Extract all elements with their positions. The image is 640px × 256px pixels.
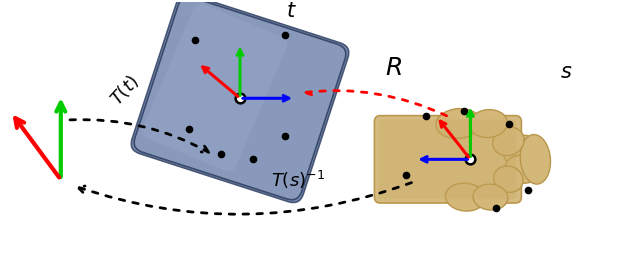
- Ellipse shape: [504, 135, 541, 167]
- Ellipse shape: [469, 110, 508, 137]
- Text: $t$: $t$: [286, 2, 296, 21]
- Text: $T(t)$: $T(t)$: [106, 72, 143, 109]
- FancyBboxPatch shape: [142, 3, 287, 172]
- Ellipse shape: [445, 183, 485, 211]
- Ellipse shape: [505, 155, 540, 183]
- FancyBboxPatch shape: [378, 120, 516, 199]
- Ellipse shape: [493, 127, 524, 156]
- Text: $T(s)^{-1}$: $T(s)^{-1}$: [271, 169, 324, 191]
- FancyBboxPatch shape: [131, 0, 349, 202]
- Ellipse shape: [436, 109, 481, 138]
- Ellipse shape: [493, 166, 523, 192]
- Text: $s$: $s$: [560, 63, 573, 82]
- Ellipse shape: [473, 184, 508, 210]
- FancyBboxPatch shape: [374, 116, 522, 203]
- Text: $R$: $R$: [385, 56, 402, 80]
- Ellipse shape: [520, 135, 550, 184]
- FancyBboxPatch shape: [134, 0, 346, 200]
